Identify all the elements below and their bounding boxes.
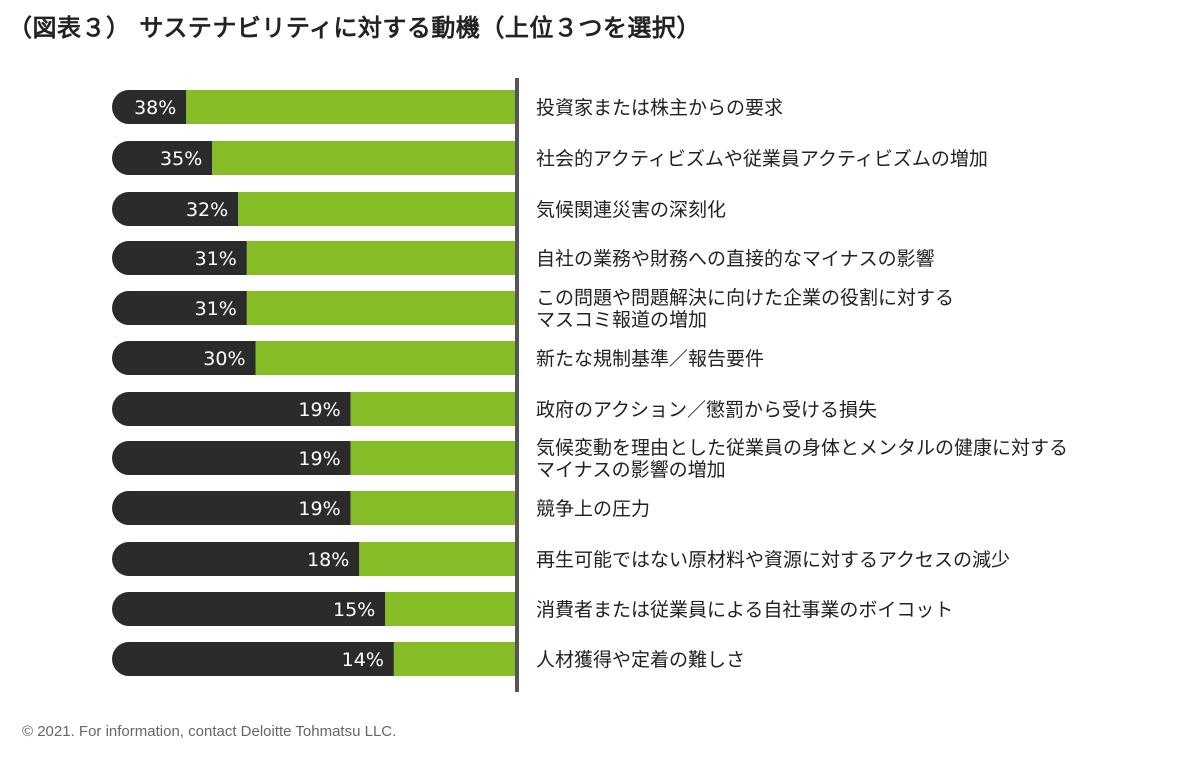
category-label: 政府のアクション／懲罰から受ける損失: [536, 399, 877, 421]
category-label: マイナスの影響の増加: [536, 459, 726, 481]
bar-track: [112, 192, 239, 226]
bar-track: [112, 592, 386, 626]
data-label: 14%: [342, 649, 384, 671]
category-label: 新たな規制基準／報告要件: [536, 348, 764, 370]
data-label: 31%: [195, 248, 237, 270]
bar-value: [246, 241, 515, 275]
data-label: 35%: [160, 148, 202, 170]
bar-value: [238, 192, 515, 226]
bar-track: [112, 291, 247, 325]
bar-track: [112, 141, 213, 175]
bar-value: [393, 642, 515, 676]
bar-track: [112, 491, 351, 525]
category-label: この問題や問題解決に向けた企業の役割に対する: [536, 287, 954, 309]
chart-title: （図表３） サステナビリティに対する動機（上位３つを選択）: [8, 14, 701, 42]
bar-track: [112, 392, 351, 426]
data-label: 15%: [333, 599, 375, 621]
category-label: 自社の業務や財務への直接的なマイナスの影響: [536, 248, 935, 270]
bar-track: [112, 341, 256, 375]
bar-value: [359, 542, 515, 576]
category-label: 気候関連災害の深刻化: [536, 199, 726, 221]
bar-value: [246, 291, 515, 325]
category-label: 消費者または従業員による自社事業のボイコット: [536, 599, 953, 621]
bar-value: [350, 491, 515, 525]
bar-track: [112, 441, 351, 475]
bar-value: [350, 392, 515, 426]
category-label: 競争上の圧力: [536, 498, 650, 520]
bar-track: [112, 90, 187, 124]
data-label: 19%: [298, 399, 340, 421]
bar-track: [112, 241, 247, 275]
data-label: 19%: [298, 498, 340, 520]
bar-track: [112, 642, 394, 676]
bar-value: [385, 592, 515, 626]
bar-value: [350, 441, 515, 475]
data-label: 31%: [195, 298, 237, 320]
data-label: 30%: [203, 348, 245, 370]
category-label: 気候変動を理由とした従業員の身体とメンタルの健康に対する: [536, 437, 1068, 459]
bar-value: [212, 141, 515, 175]
category-label: マスコミ報道の増加: [536, 309, 707, 331]
data-label: 38%: [134, 97, 176, 119]
category-label: 再生可能ではない原材料や資源に対するアクセスの減少: [536, 549, 1010, 571]
data-label: 18%: [307, 549, 349, 571]
data-label: 19%: [298, 448, 340, 470]
category-label: 人材獲得や定着の難しさ: [536, 649, 745, 671]
copyright-footer: © 2021. For information, contact Deloitt…: [22, 723, 397, 740]
category-label: 社会的アクティビズムや従業員アクティビズムの増加: [536, 148, 988, 170]
bar-value: [255, 341, 515, 375]
category-label: 投資家または株主からの要求: [536, 97, 783, 119]
bar-track: [112, 542, 360, 576]
bar-value: [186, 90, 516, 124]
data-label: 32%: [186, 199, 228, 221]
